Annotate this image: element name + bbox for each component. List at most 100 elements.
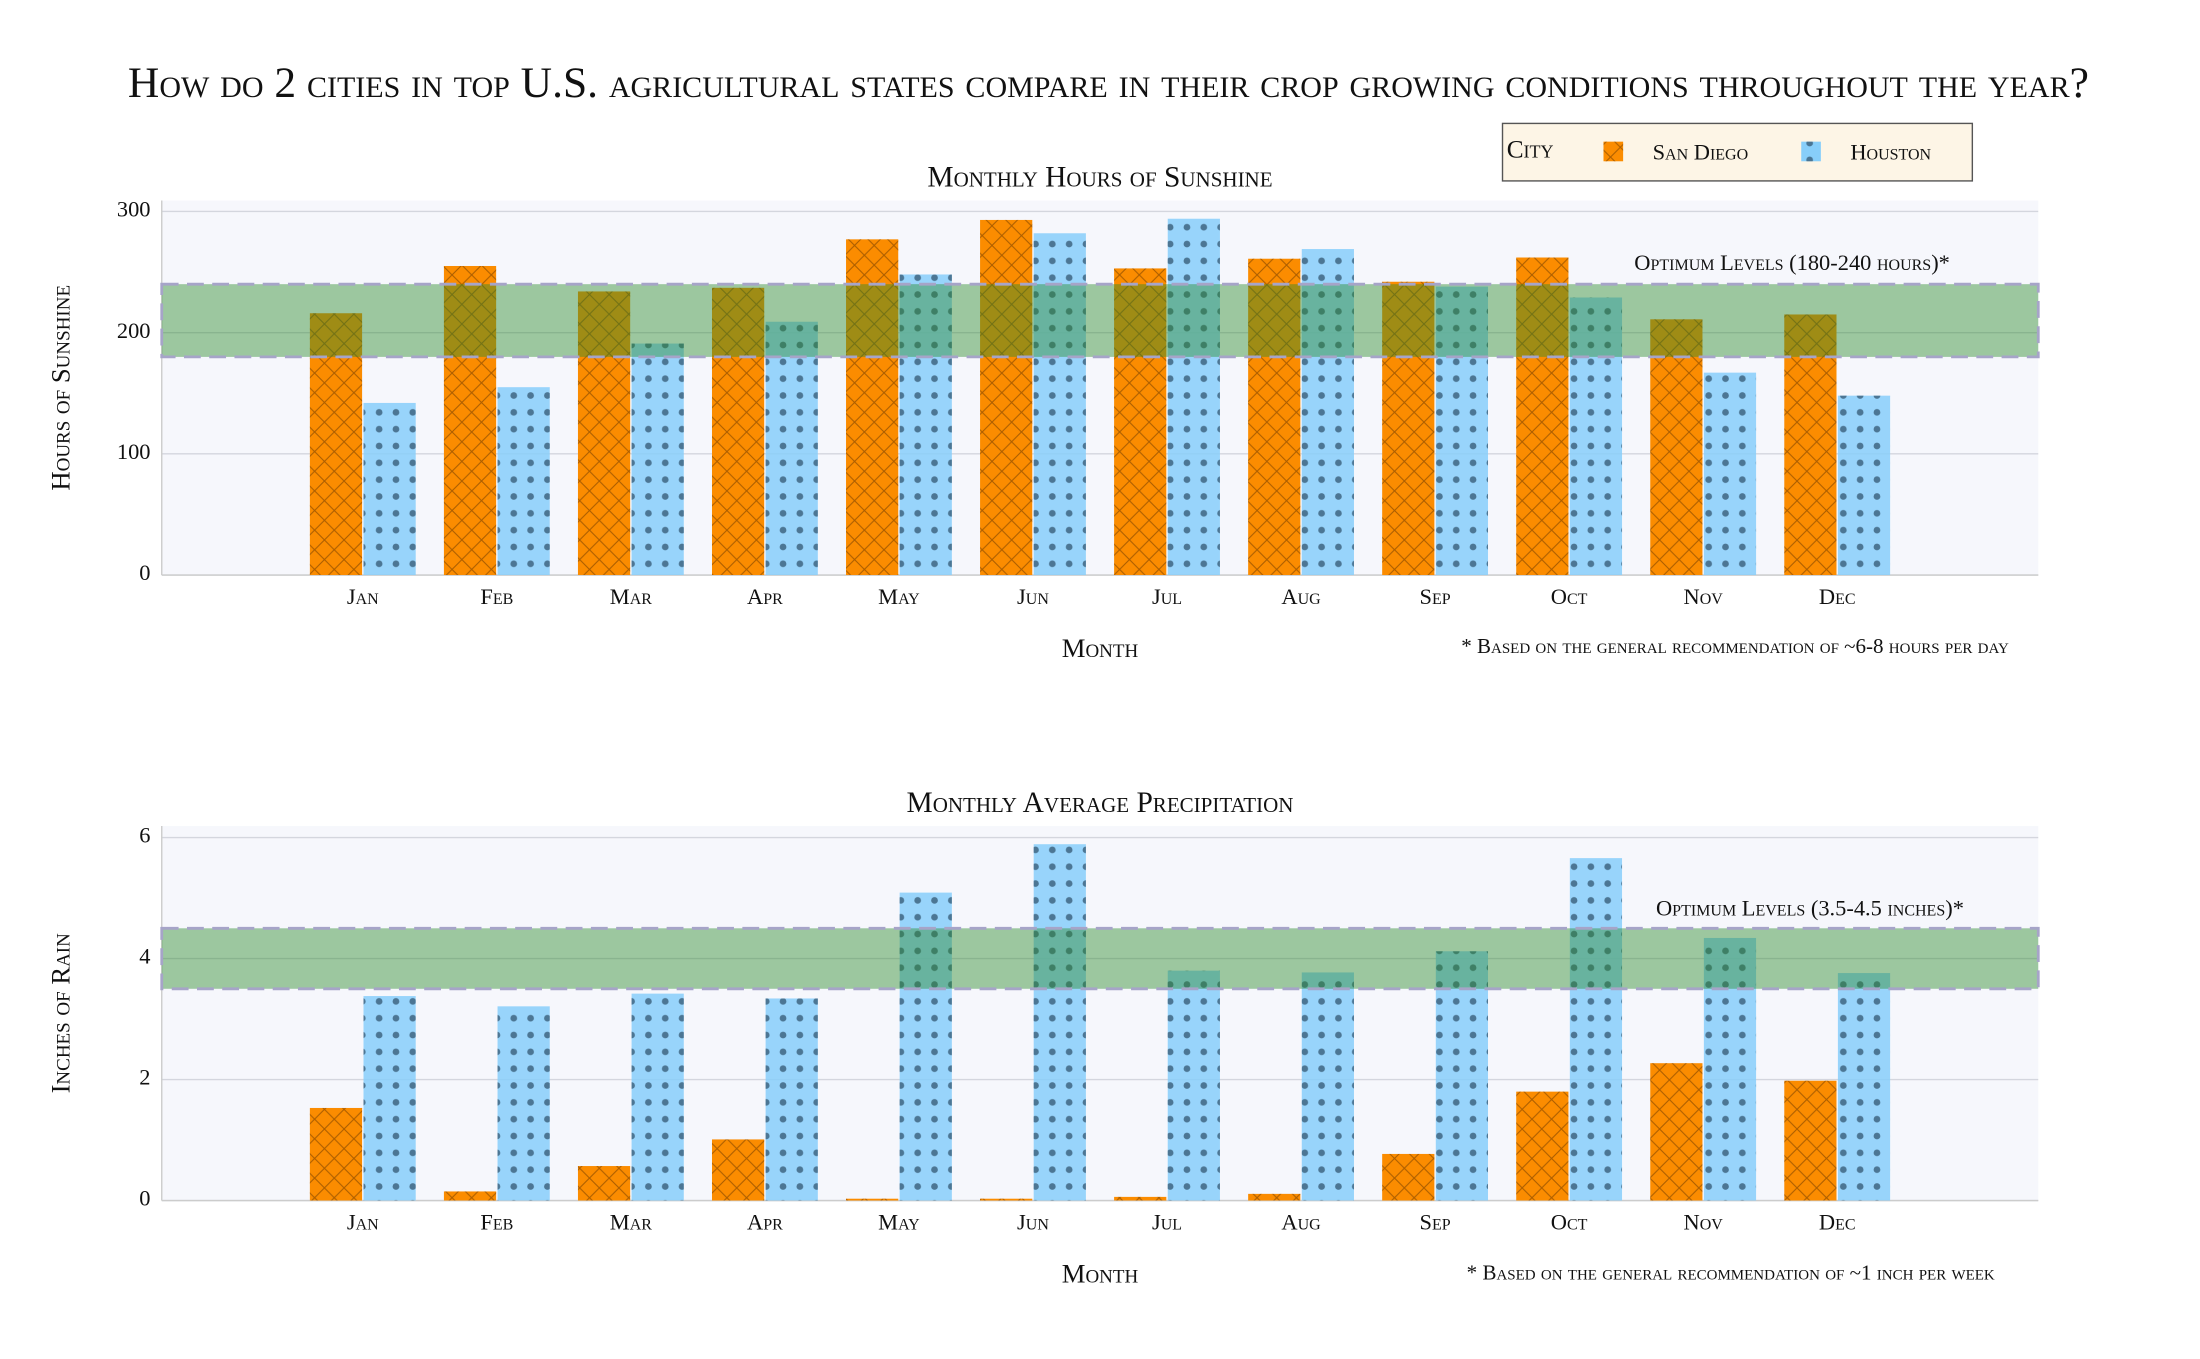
x-tick-label: Feb [480,584,513,609]
x-tick-label: May [878,584,920,609]
y-axis-title: Hours of Sunshine [46,285,76,491]
legend-label: Houston [1850,139,1931,164]
legend-title: City [1507,136,1554,163]
optimum-band [160,282,2040,359]
plot-area [161,826,2039,1201]
legend: San Diego Houston [1603,139,1932,164]
x-tick-label: Nov [1684,1210,1724,1235]
legend-swatch-pattern [1801,141,1821,162]
bar-pattern [443,265,497,576]
chart-title: Monthly Average Precipitation [907,787,1294,819]
bar-pattern [980,1198,1033,1201]
bar-pattern [1301,972,1354,1201]
x-tick-label: Jul [1152,584,1182,609]
y-tick-label: 100 [117,439,151,464]
legend-label: San Diego [1653,139,1749,164]
optimum-label: Optimum Levels (3.5-4.5 inches)* [1656,895,1964,920]
x-tick-label: Nov [1684,584,1724,609]
bar-pattern [1033,233,1086,576]
page-title: How do 2 cities in top U.S. agricultural… [128,59,2089,107]
bar-pattern [711,1139,765,1201]
bar-pattern [1569,297,1623,576]
bar-pattern [1784,1080,1837,1201]
bar-pattern [846,239,899,576]
y-tick-label: 6 [139,823,150,848]
bar-pattern [1167,970,1220,1201]
x-axis-title: Month [1062,633,1139,663]
bar-pattern [1435,286,1489,576]
bar-pattern [363,402,416,576]
bar-pattern [1703,372,1757,576]
bar-pattern [711,287,765,576]
bar-pattern [1569,858,1623,1201]
bar-pattern [899,274,952,576]
x-axis-title: Month [1062,1258,1139,1288]
bar-pattern [577,291,631,576]
x-tick-label: Jun [1017,584,1049,609]
x-tick-label: Jun [1017,1210,1049,1235]
bar-pattern [443,1191,497,1201]
x-tick-label: Oct [1551,584,1588,609]
x-tick-label: Aug [1281,584,1321,609]
footnote: * Based on the general recommendation of… [1461,634,2009,658]
bar-pattern [1114,268,1167,576]
y-tick-label: 4 [139,944,150,969]
bar-pattern [846,1198,899,1201]
bar-pattern [899,892,952,1201]
x-tick-label: May [878,1210,920,1235]
bar-pattern [1435,951,1489,1201]
x-tick-label: Jan [347,1210,379,1235]
bar-pattern [1516,257,1569,576]
bar-pattern [765,998,818,1201]
x-tick-label: Sep [1420,1210,1451,1235]
x-tick-label: Feb [480,1210,513,1235]
bar-pattern [1114,1196,1167,1201]
x-tick-label: Dec [1819,1210,1856,1235]
y-tick-label: 200 [117,318,151,343]
y-axis-title: Inches of Rain [46,933,76,1094]
bar-pattern [497,1006,550,1201]
bar-pattern [497,387,550,576]
bar-pattern [1516,1091,1569,1201]
bar-pattern [1650,1063,1703,1201]
bar-pattern [631,343,684,576]
x-tick-label: Oct [1551,1210,1588,1235]
bar-pattern [1703,937,1757,1201]
bar-pattern [765,321,818,576]
x-tick-label: Apr [747,584,783,609]
x-tick-label: Jul [1152,1210,1182,1235]
bar-pattern [631,993,684,1201]
footnote: * Based on the general recommendation of… [1467,1261,1995,1285]
x-tick-label: Aug [1281,1210,1321,1235]
bar-pattern [1837,395,1891,576]
bar-pattern [577,1166,631,1201]
y-tick-label: 300 [117,197,151,222]
bar-pattern [1033,844,1086,1201]
bar-pattern [1837,973,1891,1201]
legend-swatch-pattern [1603,141,1624,162]
bar-pattern [1650,319,1703,576]
optimum-label: Optimum Levels (180-240 hours)* [1634,250,1950,275]
bar-pattern [1301,249,1354,576]
optimum-band [160,926,2040,991]
bar-pattern [363,996,416,1201]
x-tick-label: Mar [610,584,652,609]
x-tick-label: Mar [610,1210,652,1235]
x-tick-label: Sep [1420,584,1451,609]
x-tick-label: Dec [1819,584,1856,609]
bar-pattern [1248,258,1301,576]
x-tick-label: Jan [347,584,379,609]
y-tick-label: 0 [139,560,150,585]
chart-title: Monthly Hours of Sunshine [927,161,1272,193]
y-tick-label: 0 [139,1186,150,1211]
x-tick-label: Apr [747,1210,783,1235]
y-tick-label: 2 [139,1065,150,1090]
bar-pattern [1382,281,1435,576]
bar-pattern [309,1107,363,1201]
legend-box [1501,122,1974,182]
bar-pattern [980,219,1033,576]
bar-pattern [1382,1153,1435,1201]
bar-pattern [1167,218,1220,576]
bar-pattern [1248,1193,1301,1201]
